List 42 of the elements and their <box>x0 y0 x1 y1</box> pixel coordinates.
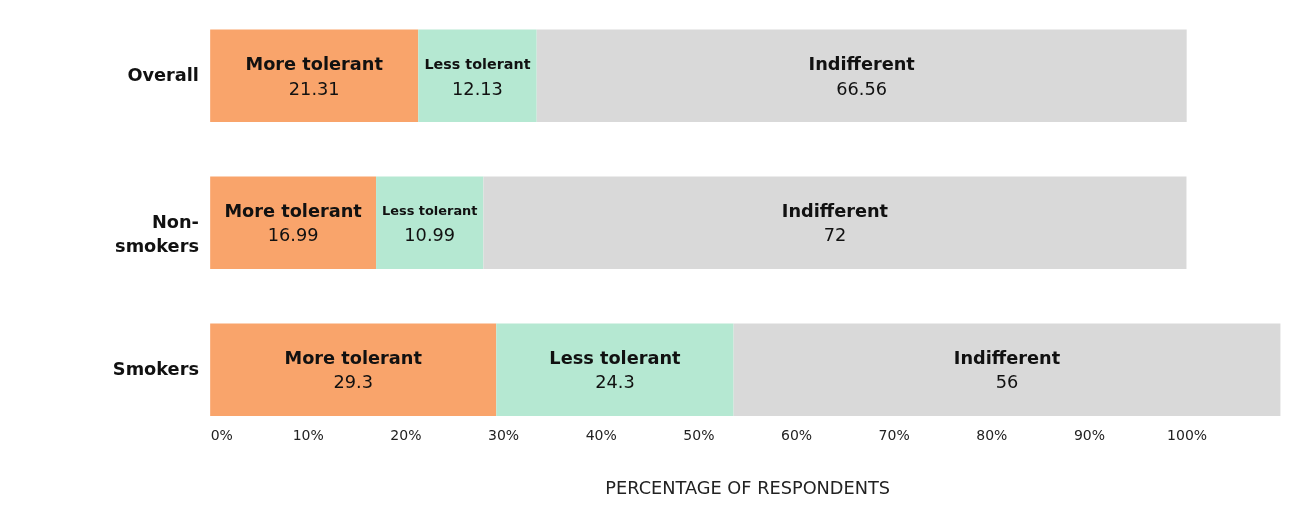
text: More tolerant <box>284 348 422 369</box>
bar <box>483 176 1187 270</box>
data-label: 72 <box>823 225 847 246</box>
data-label: 10.99 <box>404 225 456 246</box>
bar <box>210 323 497 416</box>
x-tick-label: 60% <box>780 426 813 443</box>
y-tick-label: Overall <box>127 65 199 86</box>
bar <box>210 176 377 270</box>
y-tick-label: Smokers <box>112 359 199 380</box>
series-label: More tolerant <box>224 201 363 222</box>
x-tick-label: 70% <box>878 426 910 443</box>
text: Less tolerant <box>549 348 681 369</box>
bar <box>418 29 537 123</box>
text: Less tolerant <box>424 56 531 73</box>
y-tick-label: Non-smokers <box>115 212 199 256</box>
data-label: 24.3 <box>595 372 635 393</box>
text: Indifferent <box>808 54 915 75</box>
series-label: Less tolerant <box>381 203 478 219</box>
bar <box>536 29 1187 123</box>
data-label: 29.3 <box>333 372 373 393</box>
x-tick-label: 10% <box>292 426 324 443</box>
bar <box>733 323 1281 416</box>
data-label: 21.31 <box>288 78 340 99</box>
text: More tolerant <box>245 54 383 75</box>
data-label: 12.13 <box>452 78 503 99</box>
x-tick-label: 20% <box>390 426 422 443</box>
text: Indifferent <box>781 201 889 222</box>
x-axis-title: PERCENTAGE OF RESPONDENTS <box>605 478 891 499</box>
bar <box>496 323 734 416</box>
data-label: 66.56 <box>836 78 888 99</box>
x-tick-label: 100% <box>1167 426 1208 443</box>
x-tick-label: 80% <box>976 426 1008 443</box>
bar <box>210 29 419 123</box>
series-label: Indifferent <box>953 348 1061 369</box>
x-tick-label: 0% <box>210 426 233 443</box>
data-label: 56 <box>995 372 1019 393</box>
x-tick-label: 30% <box>488 426 520 443</box>
x-tick-label: 40% <box>585 426 617 443</box>
x-tick-label: 50% <box>683 426 715 443</box>
x-tick-label: 90% <box>1073 426 1106 443</box>
data-label: 16.99 <box>267 225 319 246</box>
bar <box>376 176 484 270</box>
